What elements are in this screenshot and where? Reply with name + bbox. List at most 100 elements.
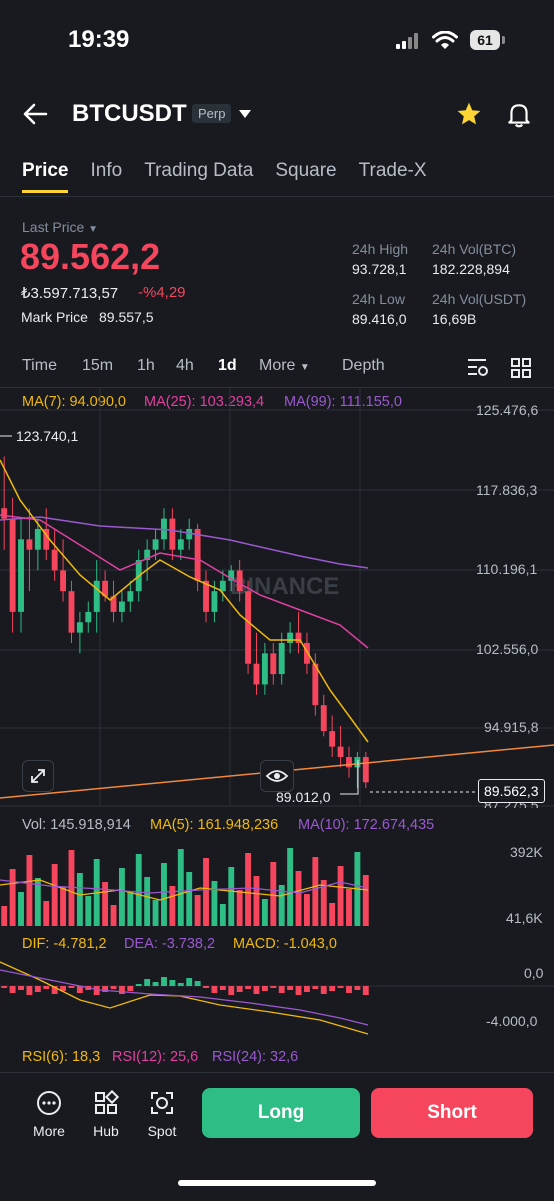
candle	[236, 570, 243, 592]
nav-spot-label: Spot	[147, 1123, 177, 1139]
candle	[186, 528, 193, 540]
tab-trade-x[interactable]: Trade-X	[358, 160, 427, 181]
volume-bar	[320, 880, 327, 926]
nav-more-label: More	[33, 1123, 65, 1139]
tab-info[interactable]: Info	[90, 160, 123, 181]
macd-bar	[68, 986, 75, 988]
rsi6-legend: RSI(6): 18,3	[22, 1049, 101, 1065]
candle	[312, 663, 319, 706]
macd-bar	[76, 986, 83, 993]
candle	[295, 632, 302, 643]
candle	[354, 757, 361, 768]
tab-divider	[0, 196, 554, 197]
volume-bar	[102, 882, 109, 926]
tf-4h[interactable]: 4h	[176, 357, 194, 374]
ma7-line	[0, 459, 369, 743]
macd-bar	[51, 986, 58, 994]
candle	[110, 596, 117, 612]
tf-1d[interactable]: 1d	[218, 357, 237, 374]
volume-bar	[51, 864, 58, 926]
nav-hub[interactable]: Hub	[86, 1089, 126, 1139]
volume-bar	[194, 895, 201, 926]
tf-1h[interactable]: 1h	[137, 357, 155, 374]
low-label: 24h Low	[352, 291, 405, 307]
fiat-price: ₺3.597.713,57	[21, 285, 119, 302]
last-price-label[interactable]: Last Price ▼	[22, 219, 98, 235]
vol-ma5-legend: MA(5): 161.948,236	[150, 817, 279, 833]
vol-ma10-legend: MA(10): 172.674,435	[298, 817, 435, 833]
candle	[337, 746, 344, 758]
signal-icon	[396, 33, 418, 49]
macd-chart: 0,0 -4.000,0	[0, 961, 554, 1035]
macd-bar	[362, 986, 369, 995]
macd-bar	[287, 986, 294, 990]
volume-bar	[26, 855, 33, 926]
macd-dea-legend: DEA: -3.738,2	[124, 936, 216, 952]
candle	[278, 642, 285, 675]
volume-bar	[270, 862, 277, 926]
eye-icon	[265, 770, 289, 782]
eye-button[interactable]	[260, 760, 294, 792]
volume-bar	[144, 877, 151, 926]
vol-btc-label: 24h Vol(BTC)	[432, 241, 517, 257]
nav-spot[interactable]: Spot	[142, 1090, 182, 1139]
back-arrow-icon[interactable]	[22, 102, 48, 126]
candle	[26, 539, 33, 550]
tab-trading-data[interactable]: Trading Data	[144, 160, 254, 181]
tf-15m[interactable]: 15m	[82, 357, 114, 374]
grid-layout-icon[interactable]	[510, 357, 532, 379]
macd-bar	[228, 986, 235, 995]
tab-price[interactable]: Price	[22, 160, 69, 193]
volume-bar	[177, 849, 184, 926]
volume-chart: 392K 41,6K	[0, 844, 543, 926]
macd-bar	[127, 986, 134, 991]
symbol-title[interactable]: BTCUSDT	[72, 100, 187, 127]
macd-bar	[26, 986, 33, 995]
macd-bar	[144, 979, 151, 986]
candles	[1, 456, 369, 789]
bell-icon[interactable]	[506, 101, 532, 129]
volume-bar	[346, 889, 352, 926]
nav-more[interactable]: More	[28, 1090, 70, 1139]
macd-bar	[102, 986, 109, 992]
last-price: 89.562,2	[20, 236, 161, 277]
price-chart[interactable]: BINANCE 123.740,1 89.012,0 125.476,6 117…	[0, 388, 554, 808]
volume-bar	[312, 857, 319, 926]
candle	[287, 632, 294, 643]
long-button[interactable]: Long	[202, 1088, 360, 1138]
macd-bar	[135, 984, 142, 986]
caret-down-icon: ▼	[299, 362, 310, 373]
candle	[93, 580, 100, 612]
indicator-settings-icon[interactable]	[466, 357, 490, 379]
ma99-legend: MA(99): 111.155,0	[284, 394, 402, 410]
candle	[9, 518, 16, 612]
candle	[43, 528, 50, 550]
candle	[203, 580, 209, 612]
nav-hub-label: Hub	[93, 1123, 119, 1139]
macd-bar	[346, 986, 352, 993]
last-price-label-text: Last Price	[22, 219, 85, 235]
tf-more[interactable]: More ▼	[259, 357, 310, 375]
candle	[194, 528, 201, 581]
mark-price-label: Mark Price	[21, 309, 88, 325]
macd-bar	[236, 986, 243, 992]
volume-bar	[18, 892, 24, 926]
short-button[interactable]: Short	[371, 1088, 533, 1138]
y-axis-label: 94.915,8	[484, 719, 539, 735]
current-price-tag: 89.562,3	[478, 779, 545, 803]
volume-bar	[60, 887, 67, 926]
caret-down-icon[interactable]	[238, 109, 252, 119]
favorite-star-icon[interactable]	[456, 101, 482, 127]
candle	[102, 580, 109, 597]
macd-axis-top: 0,0	[524, 965, 544, 981]
tf-depth[interactable]: Depth	[342, 357, 385, 374]
volume-bar	[127, 891, 134, 926]
expand-button[interactable]	[22, 760, 54, 792]
tf-time[interactable]: Time	[22, 357, 57, 374]
macd-axis-bottom: -4.000,0	[486, 1013, 538, 1029]
candle	[329, 731, 336, 747]
timeframe-divider	[0, 387, 554, 388]
macd-bar	[354, 986, 361, 990]
candle	[169, 518, 176, 550]
tab-square[interactable]: Square	[275, 160, 337, 181]
